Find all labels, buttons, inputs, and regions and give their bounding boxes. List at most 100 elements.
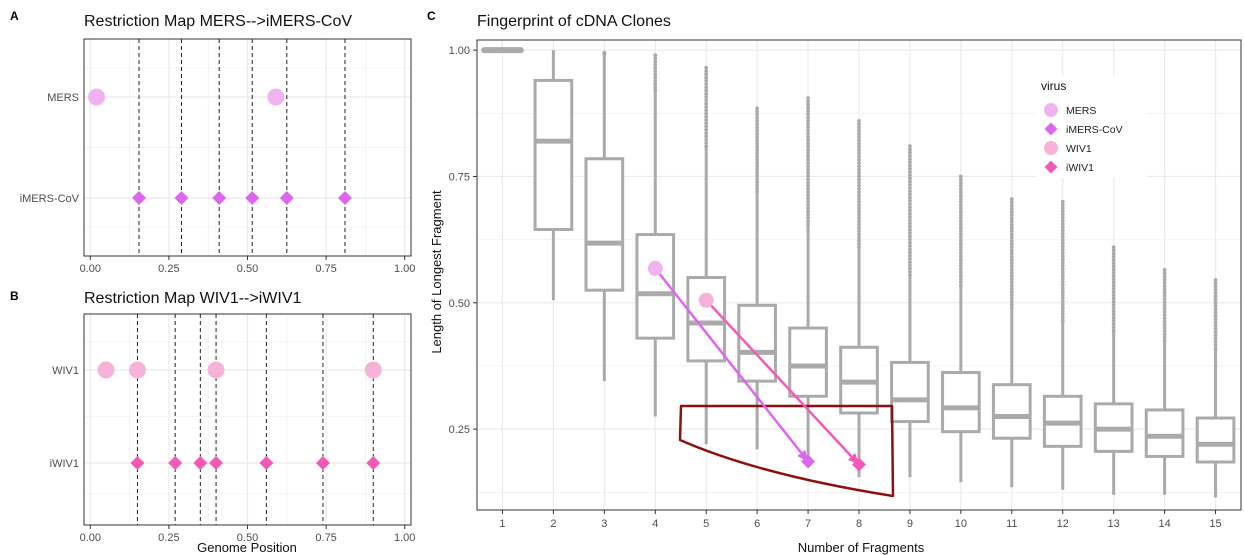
outlier-point <box>1060 260 1065 265</box>
legend-key-mers <box>1044 103 1058 117</box>
panel-c-highlight-region <box>678 404 895 498</box>
x-tick-label: 0.00 <box>80 263 101 275</box>
outlier-point <box>1060 228 1065 233</box>
outlier-point <box>857 199 861 204</box>
outlier-point <box>908 192 912 197</box>
panel-a-ytick-imers: iMERS-CoV <box>20 193 80 205</box>
point-wiv1 <box>207 361 225 379</box>
outlier-point <box>1009 289 1014 294</box>
outlier-point <box>653 56 658 61</box>
point-wiv1 <box>698 292 714 308</box>
legend-key-iwiv1 <box>1044 160 1058 174</box>
x-tick-label: 1 <box>499 518 505 530</box>
panel-c-outliers <box>602 50 1218 351</box>
outlier-point <box>806 151 810 156</box>
outlier-point <box>806 180 810 185</box>
outlier-point <box>755 170 760 175</box>
outlier-point <box>1060 199 1065 204</box>
outlier-point <box>1009 200 1014 205</box>
outlier-point <box>1009 258 1014 262</box>
outlier-point <box>1213 294 1218 299</box>
outlier-point <box>806 167 810 172</box>
outlier-point <box>908 256 912 261</box>
outlier-point <box>653 72 658 77</box>
outlier-point <box>908 227 912 232</box>
outlier-point <box>1060 312 1065 316</box>
outlier-point <box>908 260 912 265</box>
outlier-point <box>1009 245 1014 250</box>
x-tick-label: 5 <box>703 518 709 530</box>
outlier-point <box>857 118 861 123</box>
outlier-point <box>1009 299 1014 304</box>
outlier-point <box>1162 303 1167 308</box>
panel-b-xlabel: Genome Position <box>197 540 297 555</box>
outlier-point <box>806 196 810 201</box>
outlier-point <box>908 211 912 216</box>
outlier-point <box>908 147 912 152</box>
outlier-point <box>653 62 658 67</box>
outlier-point <box>1009 248 1014 253</box>
outlier-point <box>755 186 760 191</box>
x-tick-label: 1.00 <box>394 263 415 275</box>
outlier-point <box>704 127 709 132</box>
x-tick-label: 1.00 <box>394 532 415 544</box>
outlier-point <box>1213 326 1218 331</box>
outlier-point <box>1060 308 1065 313</box>
legend-label-imers-cov: iMERS-CoV <box>1066 124 1123 136</box>
outlier-point <box>958 206 963 211</box>
outlier-point <box>1162 277 1167 282</box>
point-imers-cov <box>337 191 352 205</box>
panel-a-points <box>88 88 352 205</box>
point-iwiv1 <box>315 456 330 470</box>
outlier-point <box>806 209 810 214</box>
outlier-point <box>908 266 912 271</box>
outlier-point <box>806 115 810 120</box>
outlier-point <box>857 154 861 159</box>
outlier-point <box>1111 248 1116 253</box>
outlier-point <box>857 235 861 240</box>
point-imers-cov <box>245 191 260 205</box>
outlier-point <box>1213 336 1218 341</box>
outlier-point <box>958 174 963 179</box>
outlier-point <box>1213 300 1218 305</box>
legend-label-wiv1: WIV1 <box>1066 143 1092 155</box>
panel-b-x-ticks: 0.00 0.25 0.50 0.75 1.00 <box>80 525 415 544</box>
outlier-point <box>806 203 810 207</box>
outlier-point <box>1060 296 1065 300</box>
outlier-point <box>908 189 912 194</box>
outlier-point <box>1162 332 1167 337</box>
outlier-point <box>1162 280 1167 285</box>
outlier-point <box>1111 251 1116 256</box>
outlier-point <box>1060 247 1065 252</box>
outlier-point <box>1060 299 1065 304</box>
outlier-point <box>806 112 810 117</box>
outlier-point <box>857 232 861 237</box>
outlier-point <box>958 200 963 204</box>
outlier-point <box>704 98 709 103</box>
panel-b-tag: B <box>10 289 19 303</box>
outlier-point <box>653 75 658 80</box>
outlier-point <box>806 193 810 198</box>
outlier-point <box>1111 274 1116 278</box>
outlier-point <box>704 95 709 100</box>
outlier-point <box>704 111 709 116</box>
legend-title: virus <box>1041 79 1066 93</box>
outlier-point <box>1213 330 1218 334</box>
outlier-point <box>908 224 912 229</box>
panel-c-title: Fingerprint of cDNA Clones <box>477 13 671 30</box>
outlier-point <box>1060 203 1065 207</box>
outlier-point <box>857 193 861 198</box>
outlier-point <box>1162 322 1167 327</box>
outlier-point <box>1060 215 1065 220</box>
panel-a-title: Restriction Map MERS-->iMERS-CoV <box>84 13 352 30</box>
point-wiv1 <box>97 361 115 379</box>
outlier-point <box>1060 273 1065 278</box>
point-wiv1 <box>364 361 382 379</box>
outlier-point <box>958 264 963 268</box>
outlier-point <box>1009 210 1014 214</box>
point-wiv1 <box>128 361 146 379</box>
panel-b-ytick-wiv1: WIV1 <box>52 365 79 377</box>
x-tick-label: 6 <box>754 518 760 530</box>
outlier-point <box>1009 270 1014 275</box>
outlier-point <box>806 122 810 126</box>
